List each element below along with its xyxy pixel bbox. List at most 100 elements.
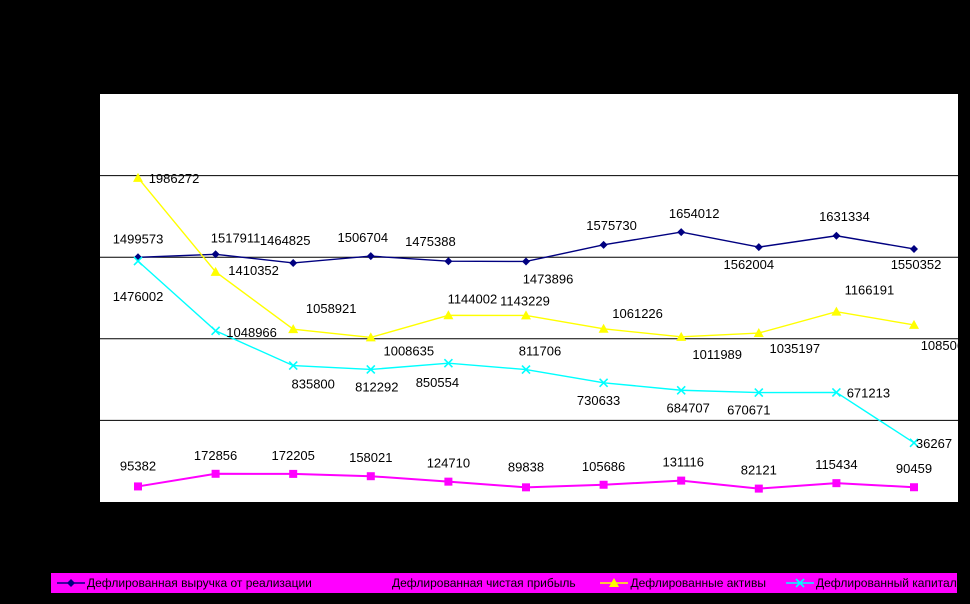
data-point [831, 306, 842, 316]
data-point [677, 476, 686, 485]
data-point [444, 257, 453, 266]
data-label: 36267 [916, 436, 952, 451]
legend-item: Дефлированные активы [600, 573, 766, 593]
legend-item: Дефлированная чистая прибыль [361, 573, 580, 593]
data-label: 124710 [427, 456, 470, 471]
data-label: 1473896 [523, 271, 574, 286]
data-point [443, 358, 453, 368]
legend-swatch [786, 578, 814, 588]
data-point [599, 480, 608, 489]
data-label: 850554 [416, 375, 459, 390]
data-label: 1410352 [228, 263, 279, 278]
data-point [909, 438, 919, 448]
legend-swatch [600, 578, 629, 587]
data-point [598, 323, 609, 333]
data-point [754, 484, 763, 493]
data-point [134, 482, 142, 491]
data-label: 131116 [662, 455, 703, 470]
data-label: 158021 [349, 450, 392, 465]
data-label: 105686 [582, 459, 625, 474]
data-label: 1008635 [383, 343, 434, 358]
data-point [522, 483, 530, 492]
legend-label: Дефлированный капитал [816, 576, 957, 590]
data-point [288, 324, 299, 334]
data-point [676, 385, 686, 395]
data-label: 172205 [272, 448, 315, 463]
data-label: 1166191 [845, 283, 895, 298]
legend-swatch [361, 579, 390, 587]
chart-legend: Дефлированная выручка от реализации Дефли… [51, 573, 957, 593]
data-point [832, 231, 841, 240]
data-label: 172856 [194, 448, 237, 463]
data-label: 1011989 [692, 347, 742, 362]
data-label: 1035197 [769, 341, 820, 356]
data-point [366, 472, 375, 481]
data-point [288, 361, 298, 371]
data-label: 82121 [741, 463, 777, 478]
data-point [521, 310, 531, 320]
data-point [366, 364, 376, 374]
data-point [754, 387, 764, 398]
data-point [832, 479, 841, 488]
data-label: 95382 [120, 458, 156, 473]
data-point [677, 228, 686, 237]
data-point [133, 256, 143, 266]
data-label: 1631334 [819, 209, 870, 224]
data-point [211, 250, 220, 259]
data-label: 90459 [896, 461, 932, 476]
data-label: 684707 [667, 400, 710, 415]
data-label: 671213 [847, 385, 890, 400]
legend-label: Дефлированные активы [630, 576, 766, 590]
data-label: 1550352 [891, 257, 942, 272]
data-point [365, 332, 376, 342]
data-point [910, 483, 918, 492]
data-point [211, 469, 220, 478]
data-label: 835800 [292, 377, 335, 392]
data-point [910, 244, 918, 253]
data-point [133, 172, 143, 182]
data-label: 670671 [727, 403, 770, 418]
data-point [211, 326, 221, 336]
legend-item: Дефлированная выручка от реализации [57, 573, 342, 593]
legend-label: Дефлированная чистая прибыль [391, 576, 576, 590]
data-label: 1144002 [448, 291, 498, 306]
data-label: 1562004 [723, 257, 774, 272]
plot-area [100, 94, 958, 502]
data-label: 89838 [508, 459, 544, 474]
data-label: 730633 [577, 393, 620, 408]
data-label: 1476002 [113, 289, 164, 304]
data-point [753, 328, 764, 338]
data-label: 1517911 [211, 230, 261, 245]
data-point [443, 310, 454, 320]
data-label: 1475388 [405, 234, 456, 249]
data-label: 811706 [519, 344, 561, 359]
data-label: 1506704 [337, 230, 388, 245]
data-point [754, 243, 763, 252]
data-point [599, 378, 609, 388]
legend-label: Дефлированная выручка от реализации [87, 576, 312, 590]
data-label: 115434 [815, 457, 857, 472]
data-label: 1464825 [260, 233, 311, 248]
data-label: 1654012 [669, 206, 720, 221]
data-label: 1061226 [612, 306, 663, 321]
legend-item: Дефлированный капитал [786, 573, 957, 593]
data-point [210, 266, 221, 276]
data-label: 1048966 [226, 325, 277, 340]
data-label: 1143229 [500, 293, 550, 308]
data-point [289, 469, 298, 478]
data-label: 1986272 [149, 171, 200, 186]
data-point [444, 477, 453, 486]
data-label: 812292 [355, 379, 398, 394]
data-label: 1575730 [586, 218, 637, 233]
data-point [599, 240, 608, 249]
data-point [521, 364, 531, 375]
data-point [522, 257, 530, 266]
data-label: 1085064 [921, 338, 970, 353]
data-point [289, 258, 298, 267]
legend-swatch [57, 579, 85, 587]
data-label: 1499573 [113, 231, 164, 246]
data-point [909, 319, 919, 329]
data-label: 1058921 [306, 301, 357, 316]
data-point [676, 331, 687, 341]
